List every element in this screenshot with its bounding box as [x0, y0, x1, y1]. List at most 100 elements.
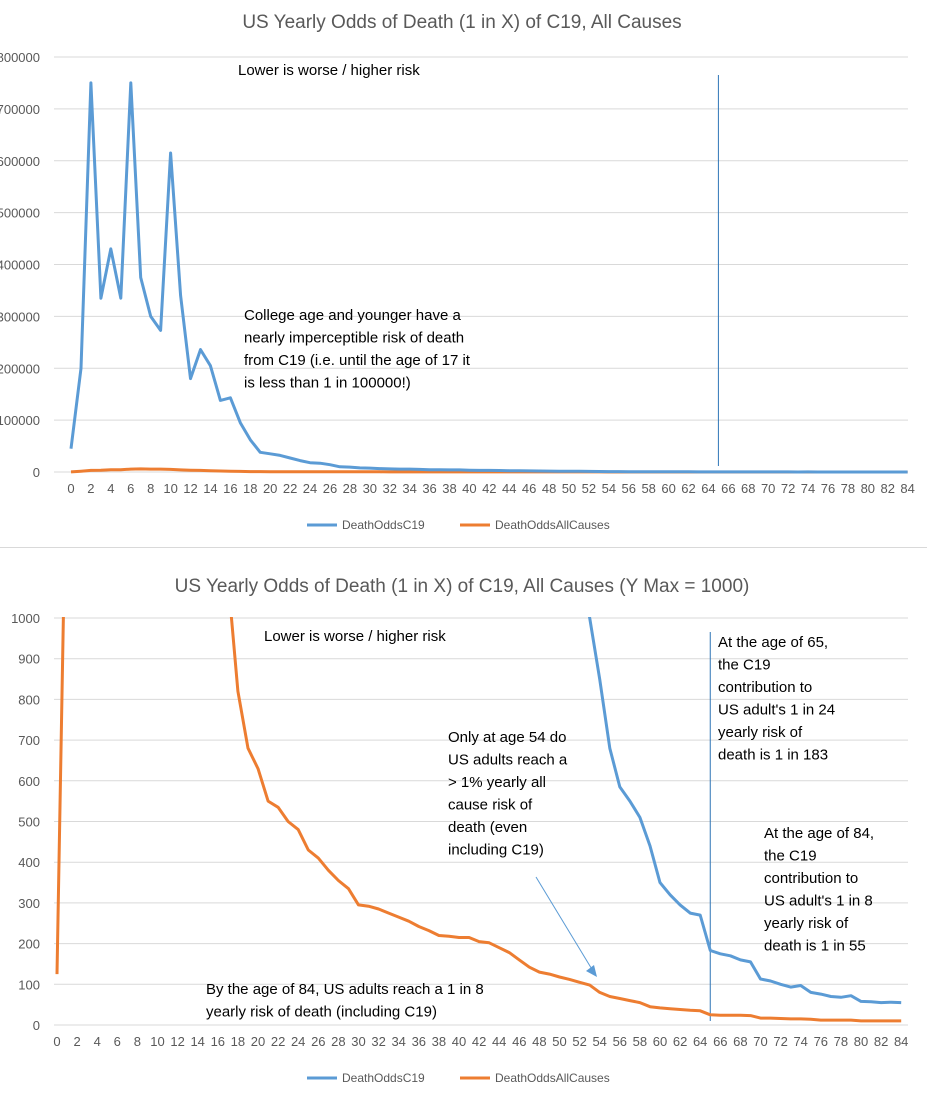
- x-tick-label: 32: [382, 481, 396, 496]
- x-tick-label: 6: [127, 481, 134, 496]
- series-line-all-causes: [55, 617, 902, 1023]
- x-tick-label: 74: [793, 1034, 807, 1049]
- x-tick-label: 36: [412, 1034, 426, 1049]
- annotation-line: the C19: [764, 848, 817, 865]
- x-tick-label: 38: [442, 481, 456, 496]
- x-tick-label: 72: [773, 1034, 787, 1049]
- x-tick-label: 4: [94, 1034, 101, 1049]
- series-line-c19: [588, 617, 902, 1005]
- x-tick-label: 26: [323, 481, 337, 496]
- annotation-line: yearly risk of death (including C19): [206, 1004, 437, 1021]
- annotation-line: death is 1 in 55: [764, 938, 866, 955]
- x-tick-label: 74: [801, 481, 815, 496]
- x-tick-label: 36: [422, 481, 436, 496]
- annotation-line: death (even: [448, 819, 527, 836]
- x-tick-label: 46: [512, 1034, 526, 1049]
- x-tick-label: 42: [472, 1034, 486, 1049]
- x-tick-label: 24: [291, 1034, 305, 1049]
- annotation-line: death is 1 in 183: [718, 747, 828, 764]
- chart-zoomed-range: US Yearly Odds of Death (1 in X) of C19,…: [11, 576, 908, 1085]
- x-tick-label: 56: [613, 1034, 627, 1049]
- x-tick-label: 66: [713, 1034, 727, 1049]
- x-tick-label: 16: [223, 481, 237, 496]
- x-tick-label: 12: [170, 1034, 184, 1049]
- y-tick-label: 500000: [0, 206, 40, 221]
- x-tick-label: 24: [303, 481, 317, 496]
- y-tick-label: 100000: [0, 413, 40, 428]
- x-tick-label: 54: [592, 1034, 606, 1049]
- chart2-age84-note: At the age of 84, the C19 contribution to U…: [764, 825, 874, 955]
- x-tick-label: 28: [331, 1034, 345, 1049]
- x-tick-label: 4: [107, 481, 114, 496]
- x-tick-label: 28: [343, 481, 357, 496]
- x-tick-label: 14: [203, 481, 217, 496]
- y-tick-label: 100: [18, 977, 40, 992]
- chart1-college-note: College age and younger have a nearly imp…: [244, 307, 471, 392]
- x-tick-label: 62: [681, 481, 695, 496]
- x-tick-label: 38: [432, 1034, 446, 1049]
- chart2-age54-note: Only at age 54 do US adults reach a > 1% y…: [448, 729, 568, 859]
- chart2-y-axis: 0 100 200 300 400 500 600 700 800 900 1000: [11, 611, 40, 1033]
- x-tick-label: 82: [874, 1034, 888, 1049]
- chart1-title: US Yearly Odds of Death (1 in X) of C19,…: [242, 12, 681, 33]
- chart2-top-note: Lower is worse / higher risk: [264, 628, 446, 645]
- x-tick-label: 58: [633, 1034, 647, 1049]
- chart2-age65-note: At the age of 65, the C19 contribution to U…: [718, 634, 835, 764]
- chart1-gridlines: [54, 56, 908, 473]
- x-tick-label: 54: [602, 481, 616, 496]
- x-tick-label: 72: [781, 481, 795, 496]
- legend-label: DeathOddsAllCauses: [495, 518, 610, 532]
- y-tick-label: 0: [33, 1018, 40, 1033]
- x-tick-label: 80: [854, 1034, 868, 1049]
- x-tick-label: 76: [814, 1034, 828, 1049]
- x-tick-label: 18: [231, 1034, 245, 1049]
- chart1-top-note: Lower is worse / higher risk: [238, 62, 420, 79]
- x-tick-label: 44: [502, 481, 516, 496]
- x-tick-label: 0: [53, 1034, 60, 1049]
- x-tick-label: 50: [562, 481, 576, 496]
- annotation-line: At the age of 84,: [764, 825, 874, 842]
- chart2-x-axis: 0 2 4 6 8 10 12 14 16 18 20 22 24 26 28 30 32 34 36 38 40 42 4…: [53, 1034, 908, 1049]
- y-tick-label: 400: [18, 855, 40, 870]
- x-tick-label: 84: [900, 481, 914, 496]
- x-tick-label: 22: [283, 481, 297, 496]
- x-tick-label: 68: [741, 481, 755, 496]
- x-tick-label: 10: [163, 481, 177, 496]
- x-tick-label: 6: [114, 1034, 121, 1049]
- x-tick-label: 22: [271, 1034, 285, 1049]
- y-tick-label: 200000: [0, 361, 40, 376]
- chart1-y-axis: 0 100000 200000 300000 400000 500000 600000 700…: [0, 50, 40, 480]
- x-tick-label: 12: [183, 481, 197, 496]
- chart2-arrow-line: [535, 876, 594, 972]
- x-tick-label: 78: [841, 481, 855, 496]
- x-tick-label: 62: [673, 1034, 687, 1049]
- y-tick-label: 800: [18, 692, 40, 707]
- annotation-line: contribution to: [764, 870, 858, 887]
- x-tick-label: 0: [67, 481, 74, 496]
- y-tick-label: 1000: [11, 611, 40, 626]
- y-tick-label: 200: [18, 937, 40, 952]
- y-tick-label: 400000: [0, 258, 40, 273]
- legend-label: DeathOddsC19: [342, 1071, 425, 1085]
- chart2-series: [55, 617, 902, 1023]
- annotation-line: nearly imperceptible risk of death: [244, 330, 464, 347]
- x-tick-label: 8: [134, 1034, 141, 1049]
- x-tick-label: 64: [701, 481, 715, 496]
- x-tick-label: 50: [552, 1034, 566, 1049]
- chart1-x-axis: 0 2 4 6 8 10 12 14 16 18 20 22 24 26 28 30 32 34 36 38 40 42 4…: [67, 481, 914, 496]
- annotation-line: the C19: [718, 657, 771, 674]
- legend-label: DeathOddsAllCauses: [495, 1071, 610, 1085]
- x-tick-label: 52: [572, 1034, 586, 1049]
- chart1-legend: DeathOddsC19 DeathOddsAllCauses: [307, 518, 610, 532]
- annotation-line: US adult's 1 in 24: [718, 702, 835, 719]
- x-tick-label: 64: [693, 1034, 707, 1049]
- x-tick-label: 82: [880, 481, 894, 496]
- y-tick-label: 700: [18, 733, 40, 748]
- annotation-line: Only at age 54 do: [448, 729, 566, 746]
- x-tick-label: 34: [391, 1034, 405, 1049]
- annotation-line: At the age of 65,: [718, 634, 828, 651]
- series-line-c19: [69, 81, 908, 474]
- legend-label: DeathOddsC19: [342, 518, 425, 532]
- x-tick-label: 60: [653, 1034, 667, 1049]
- annotation-line: cause risk of: [448, 797, 533, 814]
